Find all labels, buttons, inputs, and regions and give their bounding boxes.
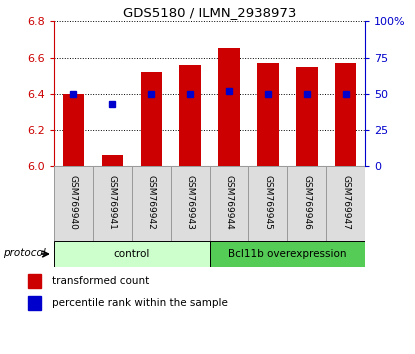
Bar <box>28 274 41 288</box>
Text: GSM769940: GSM769940 <box>69 175 78 229</box>
Text: GSM769943: GSM769943 <box>186 175 195 229</box>
FancyBboxPatch shape <box>54 241 210 267</box>
Text: control: control <box>114 249 150 259</box>
Bar <box>179 65 201 166</box>
Text: GSM769944: GSM769944 <box>225 175 234 229</box>
Text: GSM769947: GSM769947 <box>341 175 350 229</box>
Text: protocol: protocol <box>3 248 46 258</box>
FancyBboxPatch shape <box>326 166 365 241</box>
Bar <box>28 296 41 310</box>
FancyBboxPatch shape <box>93 166 132 241</box>
FancyBboxPatch shape <box>210 241 365 267</box>
FancyBboxPatch shape <box>171 166 210 241</box>
Bar <box>218 48 240 166</box>
Text: transformed count: transformed count <box>52 276 150 286</box>
Text: percentile rank within the sample: percentile rank within the sample <box>52 298 228 308</box>
Bar <box>141 72 162 166</box>
Bar <box>296 67 317 166</box>
Bar <box>102 155 123 166</box>
FancyBboxPatch shape <box>249 166 287 241</box>
FancyBboxPatch shape <box>287 166 326 241</box>
Bar <box>63 94 84 166</box>
Bar <box>257 63 278 166</box>
Text: GSM769941: GSM769941 <box>108 175 117 229</box>
Text: Bcl11b overexpression: Bcl11b overexpression <box>228 249 347 259</box>
Title: GDS5180 / ILMN_2938973: GDS5180 / ILMN_2938973 <box>123 6 296 19</box>
FancyBboxPatch shape <box>210 166 249 241</box>
Text: GSM769946: GSM769946 <box>303 175 311 229</box>
Text: GSM769945: GSM769945 <box>264 175 272 229</box>
Bar <box>335 63 356 166</box>
FancyBboxPatch shape <box>132 166 171 241</box>
FancyBboxPatch shape <box>54 166 93 241</box>
Text: GSM769942: GSM769942 <box>147 175 156 229</box>
